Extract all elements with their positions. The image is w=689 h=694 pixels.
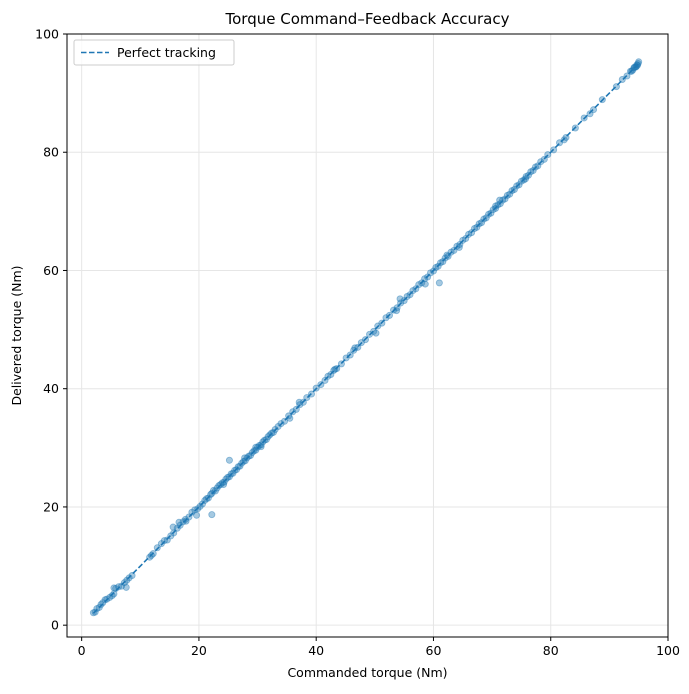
- data-point: [175, 518, 183, 526]
- plot-frame: [66, 33, 669, 638]
- x-axis-label: Commanded torque (Nm): [287, 665, 447, 680]
- data-point: [169, 523, 177, 531]
- data-point: [97, 600, 105, 608]
- data-point: [351, 344, 359, 352]
- x-tick-label: 60: [426, 643, 442, 658]
- data-point: [179, 518, 187, 526]
- data-point: [93, 605, 101, 613]
- data-point: [443, 251, 451, 259]
- y-tick-label: 0: [51, 618, 59, 633]
- data-point: [153, 544, 161, 552]
- x-tick-label: 40: [308, 643, 324, 658]
- perfect-tracking-line: [92, 62, 640, 614]
- data-point: [210, 486, 218, 494]
- data-point: [128, 572, 136, 580]
- legend-entry-label: Perfect tracking: [117, 45, 216, 60]
- data-point: [118, 582, 126, 590]
- data-point: [435, 279, 443, 287]
- data-point: [182, 517, 190, 525]
- data-point: [522, 175, 530, 183]
- x-tick-label: 100: [656, 643, 680, 658]
- data-point: [110, 590, 118, 598]
- data-point: [115, 583, 123, 591]
- y-tick-label: 40: [43, 381, 59, 396]
- data-point: [586, 110, 594, 118]
- y-tick-label: 100: [35, 27, 59, 42]
- data-point: [421, 280, 429, 288]
- data-point: [295, 398, 303, 406]
- data-point: [99, 599, 107, 607]
- data-point: [181, 515, 189, 523]
- data-point: [635, 58, 643, 66]
- data-point: [215, 482, 223, 490]
- data-point: [188, 508, 196, 516]
- data-point: [110, 584, 118, 592]
- data-point: [193, 511, 201, 519]
- legend: Perfect tracking: [73, 39, 235, 66]
- data-point: [396, 295, 404, 303]
- reference-line-layer: [92, 62, 640, 614]
- legend-box: [73, 39, 235, 66]
- data-point: [372, 329, 380, 337]
- data-point: [225, 456, 233, 464]
- data-point: [163, 536, 171, 544]
- data-point: [108, 592, 116, 600]
- data-point: [122, 583, 130, 591]
- axis-ticks: 0 20 40 60 80 100 0 20 40 60 80 100: [35, 27, 680, 659]
- data-point: [560, 136, 568, 144]
- data-point: [492, 202, 500, 210]
- data-point: [208, 511, 216, 519]
- data-point: [191, 506, 199, 514]
- x-tick-label: 0: [78, 643, 86, 658]
- x-tick-label: 20: [191, 643, 207, 658]
- y-tick-label: 20: [43, 499, 59, 514]
- data-point: [157, 540, 165, 548]
- y-axis-label: Delivered torque (Nm): [9, 265, 24, 405]
- data-point: [101, 596, 109, 604]
- chart-title: Torque Command–Feedback Accuracy: [225, 10, 510, 28]
- data-point: [160, 537, 168, 545]
- y-tick-label: 80: [43, 145, 59, 160]
- y-tick-label: 60: [43, 263, 59, 278]
- x-tick-label: 80: [543, 643, 559, 658]
